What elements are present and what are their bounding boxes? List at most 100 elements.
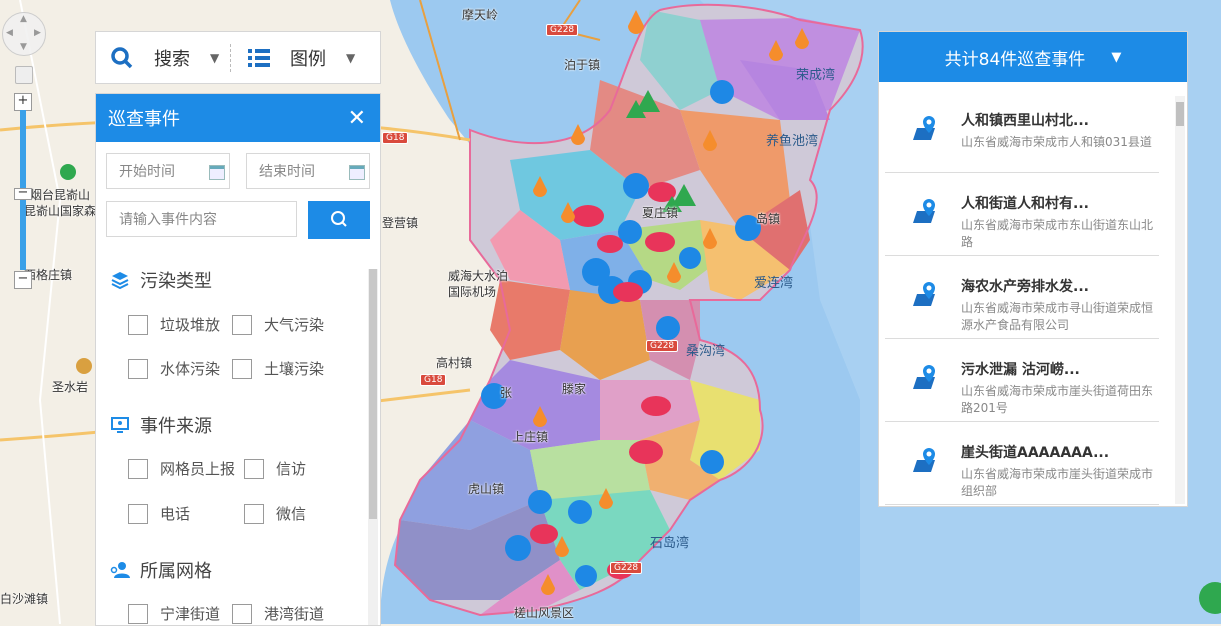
- checkbox[interactable]: [128, 603, 148, 624]
- checkbox[interactable]: [232, 314, 252, 335]
- event-list-scrollbar[interactable]: [1175, 96, 1185, 504]
- road-shield: G228: [610, 562, 643, 574]
- checkbox[interactable]: [128, 503, 148, 524]
- zoom-slider-handle[interactable]: −: [14, 186, 32, 200]
- list-icon: [248, 49, 270, 67]
- filter-option[interactable]: 微信: [244, 503, 306, 524]
- option-label: 信访: [276, 460, 307, 478]
- map-label: 槎山风景区: [514, 606, 575, 620]
- event-address: 山东省威海市荣成市崖头街道荣成市组织部: [961, 467, 1154, 498]
- pan-control[interactable]: ▲ ▼ ◀ ▶: [2, 12, 46, 56]
- map-label: 高村镇: [436, 356, 473, 370]
- event-list-item[interactable]: 污水泄漏 沽河崂... 山东省威海市荣成市崖头街道荷田东路201号: [885, 339, 1159, 422]
- section-title: 所属网格: [140, 561, 212, 582]
- event-address: 山东省威海市荣成市人和镇031县道: [961, 135, 1152, 149]
- zoom-in-button[interactable]: +: [14, 93, 32, 111]
- option-label: 垃圾堆放: [160, 316, 221, 334]
- map-label: 圣水岩: [52, 380, 89, 394]
- end-time-field[interactable]: 结束时间: [246, 153, 370, 189]
- event-list-header[interactable]: 共计84件巡查事件 ▼: [879, 32, 1187, 82]
- filter-option[interactable]: 土壤污染: [232, 358, 324, 379]
- event-list-item[interactable]: 海农水产旁排水发... 山东省威海市荣成市寻山街道荣成恒源水产食品有限公司: [885, 256, 1159, 339]
- option-label: 土壤污染: [264, 360, 325, 378]
- chevron-down-icon[interactable]: ▼: [1111, 49, 1122, 65]
- end-time-placeholder: 结束时间: [259, 164, 315, 180]
- event-content-input[interactable]: 请输入事件内容: [106, 201, 297, 237]
- monitor-icon: [111, 417, 129, 433]
- toolbar-divider: [230, 44, 232, 72]
- pollution-type-section: 污染类型: [110, 267, 212, 293]
- checkbox[interactable]: [232, 358, 252, 379]
- start-time-field[interactable]: 开始时间: [106, 153, 230, 189]
- filter-option[interactable]: 垃圾堆放: [128, 314, 220, 335]
- option-label: 水体污染: [160, 360, 221, 378]
- map-label: 摩天岭: [462, 8, 499, 22]
- user-location-icon: [110, 562, 130, 578]
- event-list-item[interactable]: 人和镇西里山村北... 山东省威海市荣成市人和镇031县道: [885, 90, 1159, 173]
- map-label: 夏庄镇: [642, 206, 679, 220]
- section-title: 污染类型: [140, 271, 212, 292]
- checkbox[interactable]: [128, 358, 148, 379]
- chevron-down-icon: ▼: [346, 51, 356, 65]
- event-list-item[interactable]: 崖头街道AAAAAAA... 山东省威海市荣成市崖头街道荣成市组织部: [885, 422, 1159, 505]
- map-label: 虎山镇: [468, 482, 505, 496]
- scrollbar-thumb[interactable]: [1176, 102, 1184, 126]
- road-shield: G18: [420, 374, 447, 386]
- event-address: 山东省威海市荣成市东山街道东山北路: [961, 218, 1154, 249]
- pan-right-icon[interactable]: ▶: [34, 28, 41, 38]
- event-content-placeholder: 请输入事件内容: [119, 212, 217, 228]
- panel-scrollbar[interactable]: [368, 269, 378, 625]
- map-label: 滕家: [562, 382, 587, 396]
- close-icon[interactable]: ✕: [347, 105, 366, 131]
- section-title: 事件来源: [140, 416, 212, 437]
- pan-down-icon[interactable]: ▼: [20, 42, 27, 52]
- search-icon: [111, 47, 133, 69]
- calendar-icon[interactable]: [209, 165, 225, 180]
- checkbox[interactable]: [244, 503, 264, 524]
- map-label: 上庄镇: [512, 430, 549, 444]
- legend-label: 图例: [290, 49, 326, 70]
- map-label: 张: [500, 386, 513, 400]
- filter-option[interactable]: 港湾街道: [232, 603, 324, 624]
- locate-button[interactable]: [15, 66, 33, 84]
- filter-option[interactable]: 信访: [244, 458, 306, 479]
- option-label: 微信: [276, 505, 307, 523]
- map-pin-icon: [913, 199, 935, 223]
- option-label: 大气污染: [264, 316, 325, 334]
- legend-toggle[interactable]: 图例 ▼: [248, 45, 355, 71]
- event-title: 海农水产旁排水发...: [961, 279, 1089, 295]
- event-markers[interactable]: [481, 10, 809, 595]
- map-label: 烟台昆嵛山: [30, 188, 91, 202]
- checkbox[interactable]: [232, 603, 252, 624]
- option-label: 宁津街道: [160, 605, 221, 623]
- map-label: 泊于镇: [564, 58, 601, 72]
- event-list-item[interactable]: 人和街道人和村有... 山东省威海市荣成市东山街道东山北路: [885, 173, 1159, 256]
- panel-title: 巡查事件: [108, 109, 180, 130]
- search-toggle[interactable]: 搜索 ▼: [110, 45, 219, 71]
- grid-section: 所属网格: [110, 557, 212, 583]
- map-label: 桑沟湾: [686, 344, 726, 359]
- road-shield: G18: [382, 132, 409, 144]
- checkbox[interactable]: [128, 314, 148, 335]
- filter-option[interactable]: 网格员上报: [128, 458, 235, 479]
- filter-option[interactable]: 大气污染: [232, 314, 324, 335]
- search-icon: [331, 211, 347, 227]
- event-title: 人和镇西里山村北...: [961, 113, 1089, 129]
- event-title: 污水泄漏 沽河崂...: [961, 362, 1080, 378]
- map-label: 威海大水泊国际机场: [448, 269, 509, 299]
- map-toolbar: 搜索 ▼ 图例 ▼: [95, 31, 381, 84]
- event-title: 崖头街道AAAAAAA...: [961, 445, 1110, 461]
- search-button[interactable]: [308, 201, 370, 239]
- map-pin-icon: [913, 365, 935, 389]
- filter-option[interactable]: 宁津街道: [128, 603, 220, 624]
- checkbox[interactable]: [244, 458, 264, 479]
- scrollbar-thumb[interactable]: [369, 269, 377, 519]
- pan-left-icon[interactable]: ◀: [6, 28, 13, 38]
- filter-option[interactable]: 电话: [128, 503, 190, 524]
- zoom-out-button[interactable]: −: [14, 271, 32, 289]
- map-label: 西格庄镇: [24, 268, 73, 282]
- pan-up-icon[interactable]: ▲: [20, 14, 27, 24]
- checkbox[interactable]: [128, 458, 148, 479]
- calendar-icon[interactable]: [349, 165, 365, 180]
- filter-option[interactable]: 水体污染: [128, 358, 220, 379]
